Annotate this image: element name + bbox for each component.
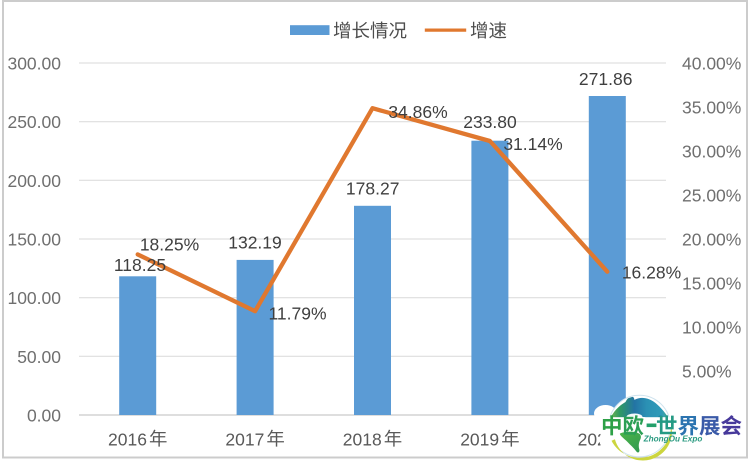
svg-text:34.86%: 34.86% [388,102,447,122]
svg-text:132.19: 132.19 [228,233,282,253]
svg-text:2018: 2018 [343,429,382,449]
svg-text:2019: 2019 [460,429,499,449]
svg-text:2016: 2016 [108,429,147,449]
svg-text:30.00%: 30.00% [682,142,741,162]
svg-text:10.00%: 10.00% [682,318,741,338]
svg-text:5.00%: 5.00% [682,362,732,382]
svg-text:40.00%: 40.00% [682,54,741,74]
svg-text:25.00%: 25.00% [682,186,741,206]
svg-text:11.79%: 11.79% [268,304,326,324]
svg-text:271.86: 271.86 [579,69,633,89]
svg-text:16.28%: 16.28% [622,263,681,283]
svg-text:15.00%: 15.00% [682,274,741,294]
svg-text:150.00: 150.00 [7,230,61,250]
svg-text:31.14%: 31.14% [503,134,562,154]
svg-text:20.00%: 20.00% [682,230,741,250]
svg-text:300.00: 300.00 [7,54,61,74]
svg-text:200.00: 200.00 [7,171,61,191]
svg-text:50.00: 50.00 [17,347,61,367]
svg-text:233.80: 233.80 [463,112,517,132]
svg-text:250.00: 250.00 [7,112,61,132]
svg-text:100.00: 100.00 [7,288,61,308]
svg-text:ZhongOu Expo: ZhongOu Expo [643,434,703,443]
svg-text:118.25: 118.25 [114,255,166,275]
svg-text:0.00: 0.00 [27,406,61,426]
svg-text:178.27: 178.27 [346,179,400,199]
svg-text:2017: 2017 [225,429,264,449]
svg-text:35.00%: 35.00% [682,98,741,118]
svg-text:18.25%: 18.25% [140,235,199,255]
